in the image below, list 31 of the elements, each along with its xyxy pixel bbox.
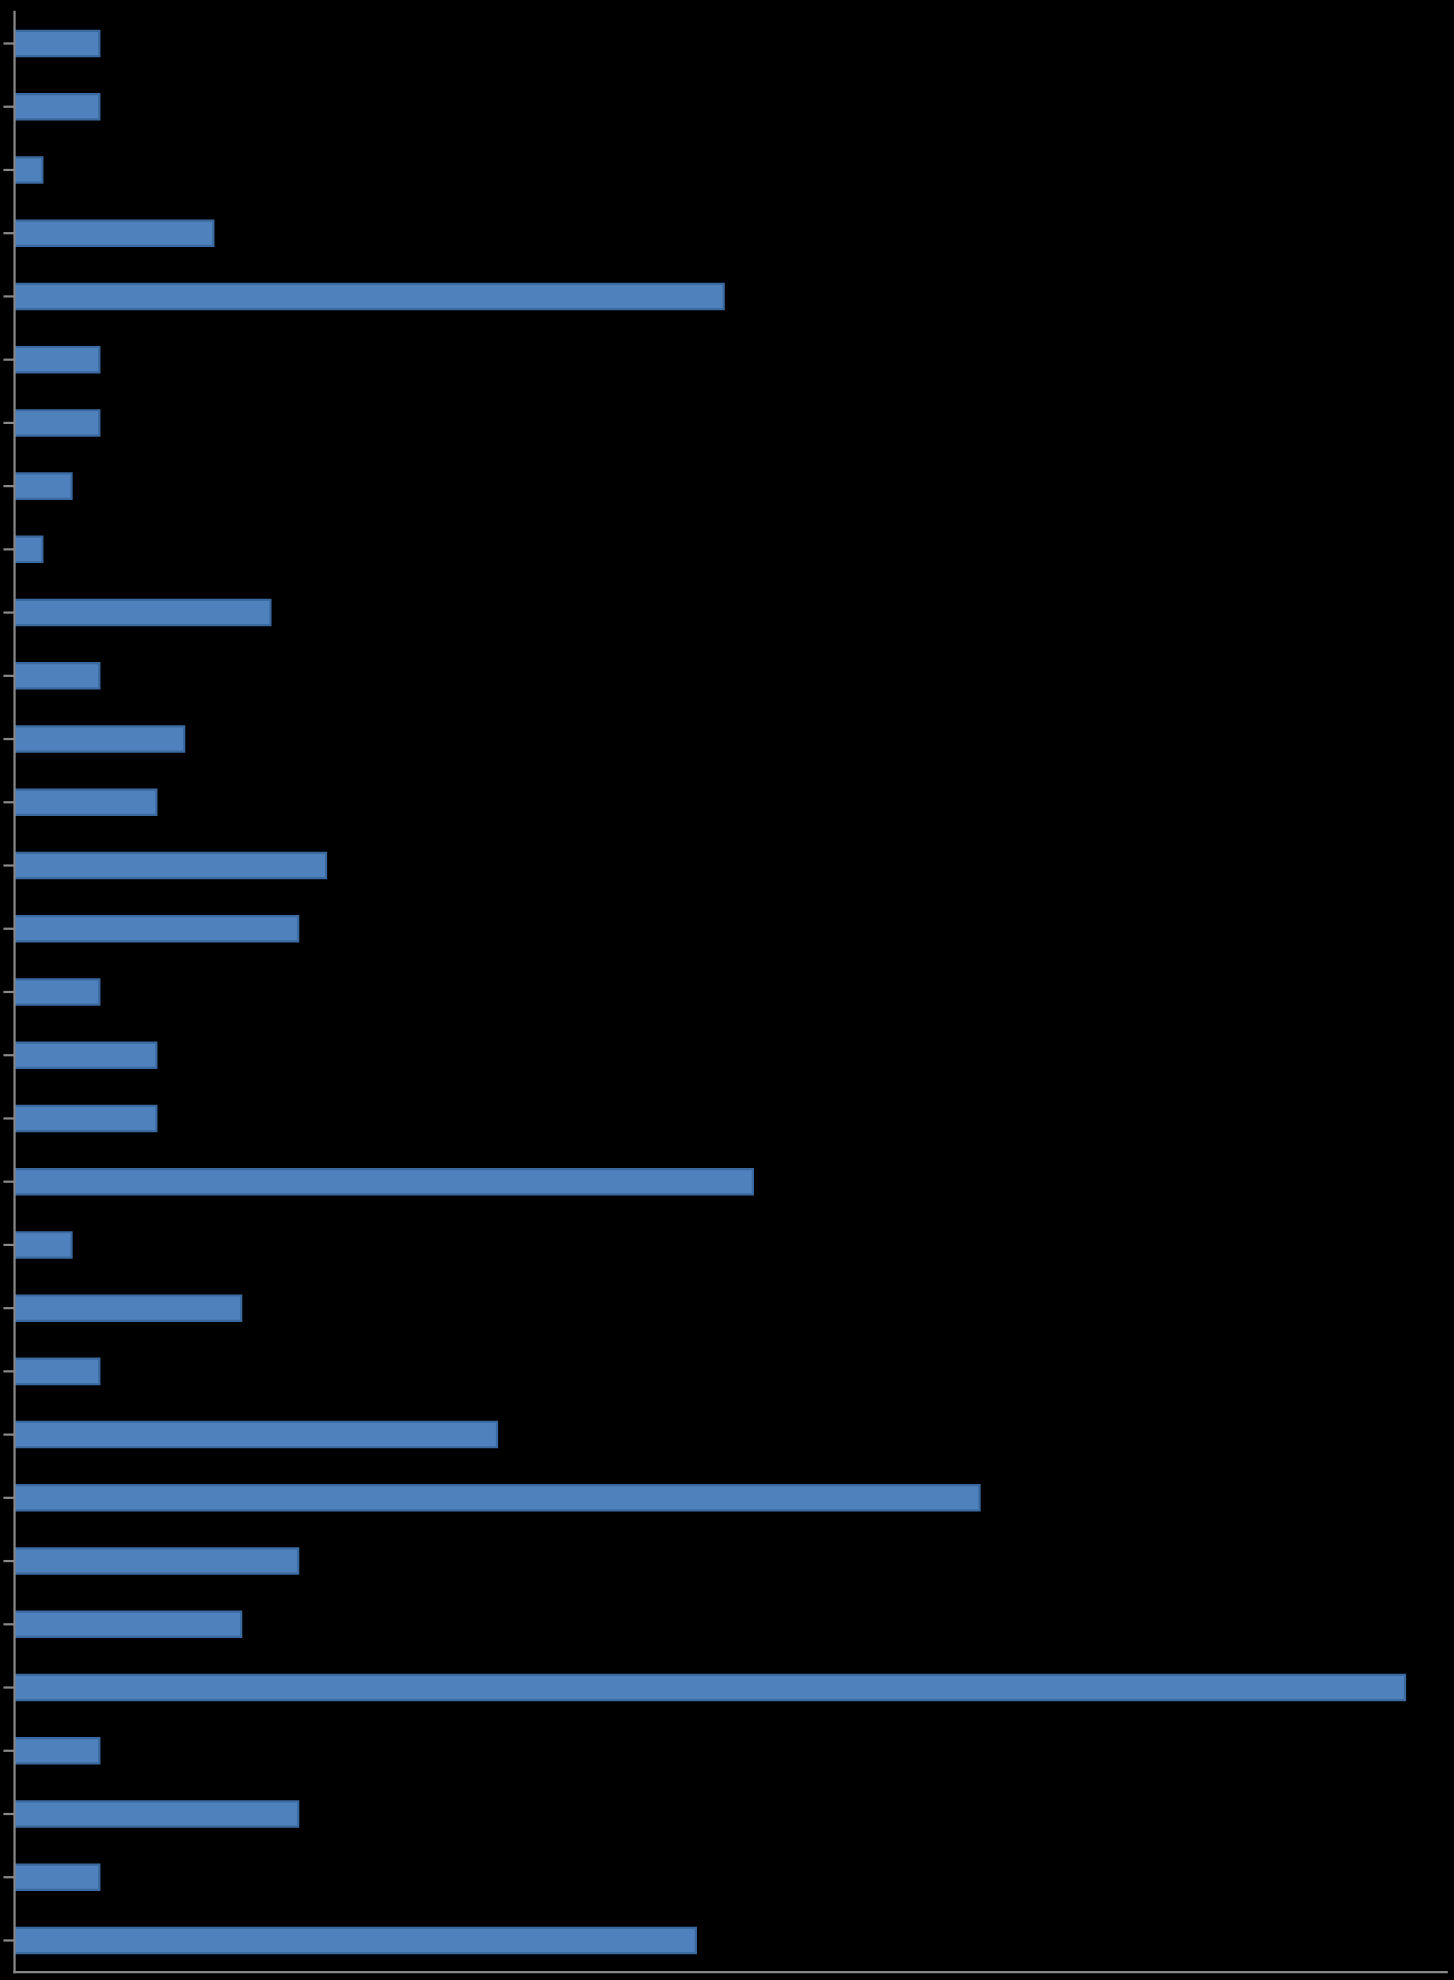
bar: [14, 1737, 101, 1765]
bar: [14, 1294, 243, 1322]
bar: [14, 345, 101, 374]
bar: [14, 1610, 243, 1639]
bar: [14, 535, 44, 564]
bar: [14, 662, 101, 690]
bar: [14, 1863, 101, 1891]
bar: [14, 1104, 158, 1133]
bar: [14, 92, 101, 121]
bar: [14, 1800, 300, 1828]
bar: [14, 1926, 697, 1955]
bar: [14, 282, 725, 311]
bar: [14, 725, 186, 753]
bar: [14, 1547, 300, 1575]
bar: [14, 219, 215, 247]
bar: [14, 1484, 981, 1512]
bar: [14, 1357, 101, 1386]
bar: [14, 472, 73, 500]
bar: [14, 156, 44, 184]
bar: [14, 851, 328, 880]
bar: [14, 788, 158, 817]
bar: [14, 1231, 73, 1259]
bar: [14, 1041, 158, 1069]
bar: [14, 1673, 1407, 1702]
bar: [14, 598, 272, 627]
bar: [14, 914, 300, 943]
bar: [14, 1420, 499, 1449]
bar: [14, 978, 101, 1006]
bar: [14, 1167, 754, 1196]
bar: [14, 409, 101, 437]
bar: [14, 29, 101, 58]
